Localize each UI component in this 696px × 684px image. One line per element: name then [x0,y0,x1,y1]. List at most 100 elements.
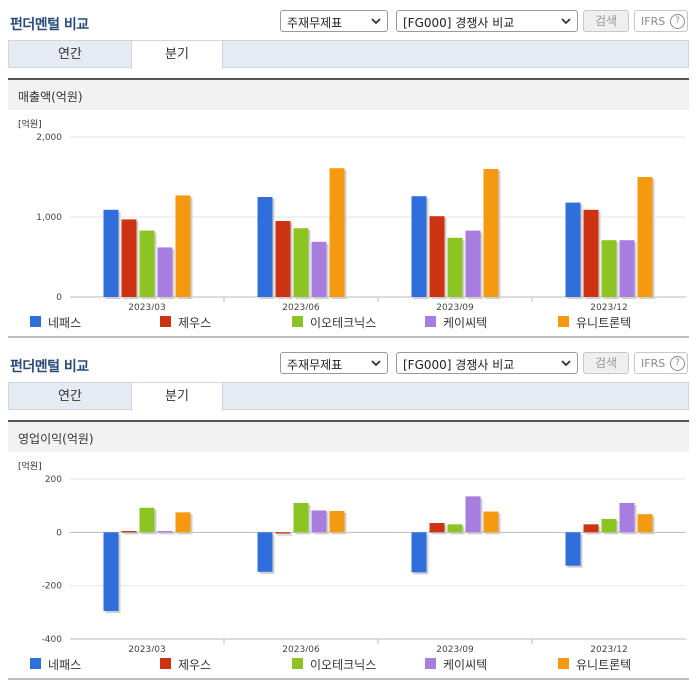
y-tick-label: -200 [42,582,63,592]
bar [103,532,119,611]
bar [465,230,481,297]
statement-type-value: 주재무제표 [287,358,343,372]
x-tick-label: 2023/09 [436,645,474,652]
search-button[interactable]: 검색 [583,10,629,32]
legend-label: 유니트론텍 [576,658,632,672]
bar [275,221,291,297]
legend-label: 케이씨텍 [443,658,488,672]
bar [293,503,309,533]
metric-header: 매출액(억원) [8,78,689,110]
legend-swatch [30,316,41,327]
bar [583,209,599,297]
bar [157,247,173,297]
tab-quarterly[interactable]: 분기 [131,41,223,69]
panel-header: 펀더멘털 비교 주재무제표 [FG000] 경쟁사 비교 검색 IFRS ? [0,0,696,40]
bar-shadow [159,533,175,535]
revenue-bar-chart: [억원] 0 1,000 2,000 2023/03 2023/06 2023/09 2023… [18,118,686,310]
bar [447,524,463,533]
bar [637,177,653,297]
legend-label: 케이씨텍 [443,316,488,330]
bar [465,496,481,533]
statement-type-select[interactable]: 주재무제표 [280,10,388,32]
legend-swatch [425,316,436,327]
bar [411,196,427,297]
bar [139,507,155,533]
legend-swatch [292,316,303,327]
fundamental-panel-operating-income: 펀더멘털 비교 주재무제표 [FG000] 경쟁사 비교 검색 IFRS ? 연… [0,342,696,684]
ifrs-label: IFRS [641,15,666,28]
bar [121,531,137,533]
help-icon[interactable]: ? [670,356,685,371]
x-tick-label: 2023/06 [282,645,320,652]
chevron-down-icon [561,18,571,25]
x-tick-label: 2023/12 [590,303,627,310]
legend-swatch [558,658,569,669]
legend-label: 네패스 [48,316,82,330]
bar [139,230,155,297]
bar [601,240,617,297]
bar [429,216,445,297]
chart-legend: 네패스 제우스 이오테크닉스 케이씨텍 유니트론텍 [30,314,680,330]
bar [257,197,273,297]
bar [619,503,635,533]
search-button[interactable]: 검색 [583,352,629,374]
bar [329,168,345,297]
bar [175,512,191,533]
bar [311,241,327,297]
bar [411,532,427,573]
operating-income-bar-chart: [억원] -400 -200 0 200 2023/03 2023/06 2023/09 202… [18,460,686,652]
peer-group-value: [FG000] 경쟁사 비교 [403,16,515,30]
peer-group-select[interactable]: [FG000] 경쟁사 비교 [396,352,578,374]
revenue-chart-area: [억원] 0 1,000 2,000 2023/03 2023/06 2023/09 2023… [8,110,689,336]
bar [175,195,191,297]
y-tick-label: 200 [45,475,62,485]
legend-label: 제우스 [178,658,212,672]
peer-group-select[interactable]: [FG000] 경쟁사 비교 [396,10,578,32]
ifrs-button[interactable]: IFRS ? [634,10,688,32]
y-tick-label: 0 [56,293,62,303]
chart-legend: 네패스 제우스 이오테크닉스 케이씨텍 유니트론텍 [30,656,680,672]
peer-group-value: [FG000] 경쟁사 비교 [403,358,515,372]
bar [619,240,635,297]
bar [275,532,291,534]
bar [565,202,581,297]
bar [483,511,499,533]
legend-swatch [30,658,41,669]
bar [565,532,581,566]
ifrs-label: IFRS [641,357,666,370]
bar-shadow [277,534,293,536]
y-tick-label: 2,000 [36,133,62,143]
tab-annual[interactable]: 연간 [58,389,82,404]
tab-annual[interactable]: 연간 [58,47,82,62]
y-axis-unit-label: [억원] [18,460,42,472]
bar [257,532,273,572]
legend-swatch [292,658,303,669]
y-tick-label: -400 [42,635,63,645]
y-tick-label: 0 [56,528,62,538]
tab-quarterly[interactable]: 분기 [131,383,223,411]
x-tick-label: 2023/12 [590,645,627,652]
help-icon[interactable]: ? [670,14,685,29]
ifrs-button[interactable]: IFRS ? [634,352,688,374]
bar [121,219,137,297]
y-axis-unit-label: [억원] [18,118,42,130]
period-tabs: 연간 분기 [8,382,689,411]
legend-label: 유니트론텍 [576,316,632,330]
statement-type-value: 주재무제표 [287,16,343,30]
bar [583,524,599,533]
fundamental-panel-revenue: 펀더멘털 비교 주재무제표 [FG000] 경쟁사 비교 검색 IFRS ? 연… [0,0,696,340]
panel-divider [8,678,689,680]
bar [429,523,445,533]
legend-swatch [160,316,171,327]
statement-type-select[interactable]: 주재무제표 [280,352,388,374]
legend-label: 이오테크닉스 [310,316,377,330]
metric-title: 매출액(억원) [18,90,83,104]
panel-title: 펀더멘털 비교 [10,17,89,33]
bar [103,209,119,297]
bar [293,228,309,297]
panel-divider [8,336,689,338]
x-tick-label: 2023/06 [282,303,320,310]
bar [157,531,173,533]
panel-title: 펀더멘털 비교 [10,359,89,375]
bar [483,169,499,297]
